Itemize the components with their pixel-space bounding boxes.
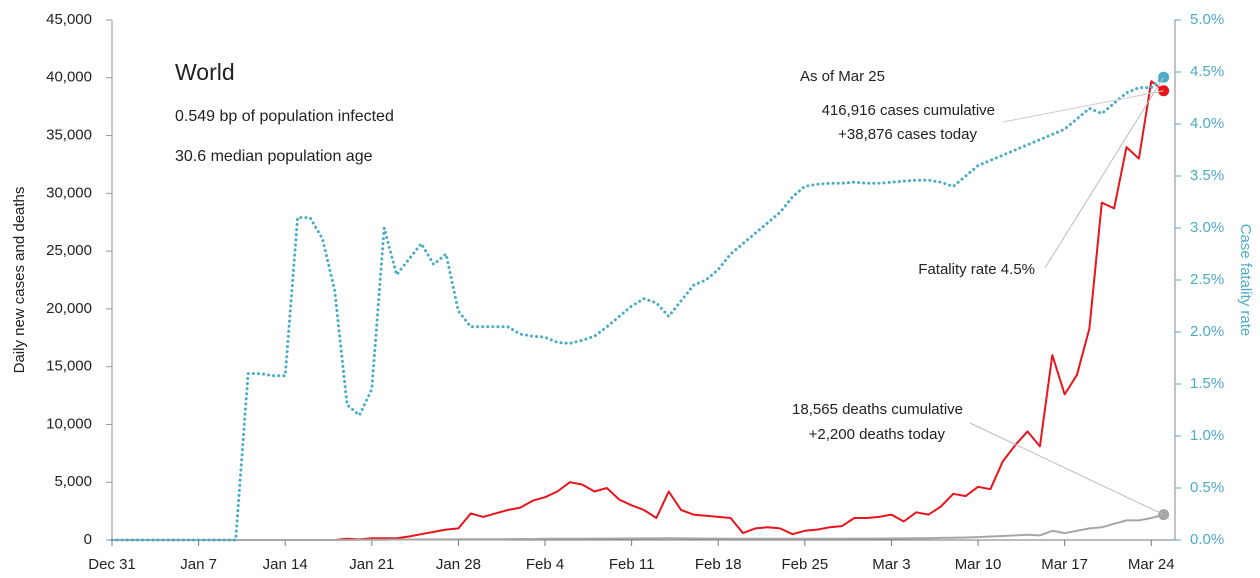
annotation: +2,200 deaths today bbox=[809, 426, 946, 443]
x-tick-label: Feb 25 bbox=[781, 556, 828, 573]
series-line bbox=[112, 513, 1164, 541]
y2-tick-label: 0.5% bbox=[1190, 479, 1224, 496]
y2-tick-label: 5.0% bbox=[1190, 11, 1224, 28]
series-line bbox=[110, 75, 1166, 542]
x-tick-label: Feb 4 bbox=[526, 556, 564, 573]
y2-tick-label: 2.5% bbox=[1190, 271, 1224, 288]
y2-axis-title: Case fatality rate bbox=[1237, 224, 1254, 337]
annotation: 0.549 bp of population infected bbox=[175, 108, 394, 125]
y-tick-label: 30,000 bbox=[46, 184, 92, 201]
y-tick-label: 40,000 bbox=[46, 69, 92, 86]
y2-tick-label: 0.0% bbox=[1190, 531, 1224, 548]
annotation: +38,876 cases today bbox=[838, 126, 977, 143]
leader-line bbox=[1044, 76, 1165, 269]
y2-tick-label: 1.0% bbox=[1190, 427, 1224, 444]
annotation: 18,565 deaths cumulative bbox=[792, 401, 963, 418]
y-tick-label: 20,000 bbox=[46, 300, 92, 317]
x-tick-label: Jan 21 bbox=[349, 556, 394, 573]
y-tick-label: 10,000 bbox=[46, 415, 92, 432]
y2-tick-label: 1.5% bbox=[1190, 375, 1224, 392]
annotation: 30.6 median population age bbox=[175, 148, 373, 165]
annotation: 416,916 cases cumulative bbox=[822, 102, 995, 119]
y-tick-label: 35,000 bbox=[46, 127, 92, 144]
leader-line bbox=[1002, 90, 1164, 123]
y2-tick-label: 3.0% bbox=[1190, 219, 1224, 236]
leader-line bbox=[969, 422, 1164, 516]
x-tick-label: Dec 31 bbox=[88, 556, 136, 573]
y-tick-label: 25,000 bbox=[46, 242, 92, 259]
chart-title: World bbox=[175, 59, 235, 85]
x-tick-label: Jan 14 bbox=[263, 556, 308, 573]
y2-tick-label: 4.5% bbox=[1190, 63, 1224, 80]
y-tick-label: 45,000 bbox=[46, 11, 92, 28]
y-axis-title: Daily new cases and deaths bbox=[11, 187, 28, 374]
y2-tick-label: 4.0% bbox=[1190, 115, 1224, 132]
x-tick-label: Mar 24 bbox=[1128, 556, 1175, 573]
x-tick-label: Feb 18 bbox=[695, 556, 742, 573]
x-tick-label: Mar 10 bbox=[955, 556, 1002, 573]
annotation: As of Mar 25 bbox=[800, 68, 885, 85]
x-tick-label: Jan 7 bbox=[180, 556, 217, 573]
y-tick-label: 15,000 bbox=[46, 358, 92, 375]
x-tick-label: Mar 17 bbox=[1041, 556, 1088, 573]
x-tick-label: Jan 28 bbox=[436, 556, 481, 573]
y-tick-label: 0 bbox=[84, 531, 92, 548]
x-tick-label: Mar 3 bbox=[872, 556, 910, 573]
x-tick-label: Feb 11 bbox=[609, 556, 655, 573]
annotation: Fatality rate 4.5% bbox=[918, 261, 1035, 278]
y2-tick-label: 3.5% bbox=[1190, 167, 1224, 184]
y-tick-label: 5,000 bbox=[54, 473, 92, 490]
y2-tick-label: 2.0% bbox=[1190, 323, 1224, 340]
